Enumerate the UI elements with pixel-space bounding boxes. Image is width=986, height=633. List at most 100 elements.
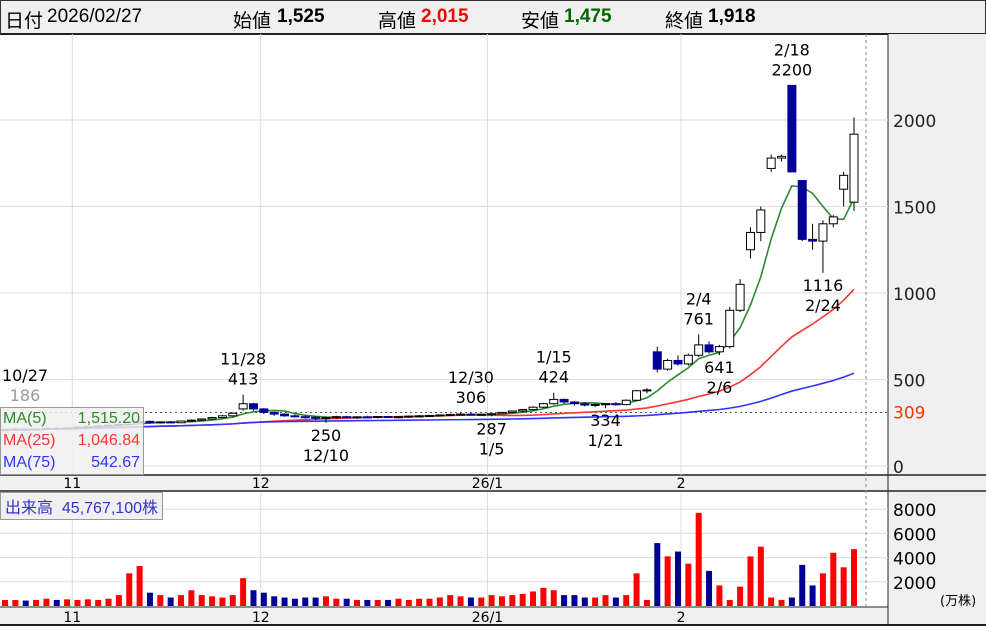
volume-bar <box>343 598 350 606</box>
volume-bar <box>633 573 640 606</box>
candle-up <box>549 398 559 405</box>
annotation-date: 2/6 <box>707 378 733 397</box>
candle-down <box>145 420 155 424</box>
candle-up <box>590 403 600 406</box>
close-value: 1,918 <box>708 6 756 27</box>
volume-tick-label: 4000 <box>893 550 936 570</box>
candle-up <box>766 157 776 169</box>
volume-bar <box>281 597 288 606</box>
volume-unit-label: (万株) <box>940 594 976 609</box>
volume-bar <box>664 556 671 606</box>
ma25-value: 1,046.84 <box>77 432 140 449</box>
candle-up <box>694 344 704 356</box>
candle-down <box>652 351 662 370</box>
volume-axis-bg <box>888 492 986 607</box>
volume-bar <box>95 599 102 606</box>
candle-down <box>580 403 590 406</box>
volume-bar <box>488 595 495 606</box>
candle-up <box>642 389 652 392</box>
volume-bar <box>395 598 402 606</box>
candle-up <box>425 414 434 417</box>
annotation-date: 10/27 <box>2 366 48 385</box>
candle-up <box>393 416 403 419</box>
volume-bar <box>498 596 505 606</box>
candle-up <box>445 413 455 416</box>
header-bar: 日付 2026/02/27 始値 1,525 高値 2,015 安値 1,475… <box>0 0 986 35</box>
candle-up <box>238 403 248 410</box>
volume-bar <box>302 597 309 606</box>
candle-up <box>217 415 227 419</box>
date-tick-label: 11 <box>63 476 81 492</box>
volume-bar <box>809 585 816 606</box>
volume-bar <box>851 549 857 606</box>
low-value: 1,475 <box>564 6 612 27</box>
volume-bar <box>364 599 371 606</box>
volume-bar <box>830 552 837 606</box>
candle-down <box>673 359 683 365</box>
volume-bar <box>726 599 733 606</box>
volume-bar <box>530 591 537 606</box>
volume-bar <box>716 585 723 606</box>
volume-tick-label: 8000 <box>893 501 936 521</box>
candle-up <box>663 359 673 370</box>
candle-down <box>808 238 818 242</box>
volume-date-axis-bg <box>0 607 986 625</box>
volume-bar <box>757 546 764 606</box>
date-value: 2026/02/27 <box>47 6 143 27</box>
volume-bar <box>333 598 340 606</box>
volume-bar <box>467 597 474 606</box>
volume-bar <box>819 573 826 606</box>
volume-label: 出来高 <box>5 500 54 517</box>
volume-bar <box>405 599 412 606</box>
candle-down <box>466 413 476 416</box>
volume-bar <box>447 595 454 606</box>
candle-up <box>373 416 383 419</box>
annotation-date: 12/10 <box>303 446 349 465</box>
annotation-value: 306 <box>456 388 487 407</box>
price-tick-label: 1500 <box>893 199 936 219</box>
candle-down <box>269 411 279 415</box>
candle-up <box>507 410 517 413</box>
volume-bar <box>64 599 71 606</box>
close-label: 終値 <box>665 11 704 32</box>
candle-up <box>683 354 693 365</box>
candle-up <box>404 415 414 418</box>
volume-bar <box>747 556 754 606</box>
ma75-value: 542.67 <box>91 454 140 471</box>
candle-down <box>383 416 393 419</box>
annotation-value: 424 <box>538 368 569 387</box>
volume-bar <box>436 597 443 606</box>
date-tick-label: 26/1 <box>472 610 503 626</box>
candle-up <box>207 417 217 420</box>
volume-bar <box>799 564 806 606</box>
candle-up <box>321 417 331 420</box>
candle-up <box>828 216 838 225</box>
date-tick-label: 2 <box>677 476 686 492</box>
annotation-value: 641 <box>704 358 735 377</box>
candle-down <box>280 413 290 417</box>
candle-up <box>518 409 528 412</box>
volume-bar <box>2 599 8 606</box>
date-tick-label: 11 <box>63 610 81 626</box>
volume-bar <box>778 599 785 606</box>
volume-bar <box>178 595 185 606</box>
volume-bar <box>416 598 423 606</box>
candle-up <box>155 421 165 424</box>
volume-bar <box>291 598 298 606</box>
candle-down <box>611 403 621 406</box>
volume-bar <box>685 563 692 606</box>
volume-bar <box>385 599 392 606</box>
volume-bar <box>136 566 143 606</box>
volume-bar <box>198 595 205 606</box>
price-tick-label: 2000 <box>893 112 936 132</box>
volume-tick-label: 6000 <box>893 525 936 545</box>
candle-down <box>569 401 579 405</box>
volume-bar <box>602 595 609 606</box>
candle-up <box>528 406 538 411</box>
volume-bar <box>695 512 702 606</box>
volume-bar <box>623 595 630 606</box>
candle-up <box>756 209 766 233</box>
volume-bar <box>84 599 91 606</box>
volume-bar <box>581 597 588 606</box>
